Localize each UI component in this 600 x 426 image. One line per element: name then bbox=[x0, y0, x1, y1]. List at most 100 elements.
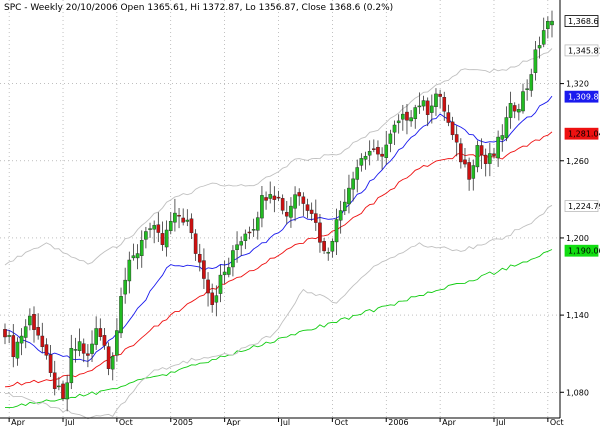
candle bbox=[334, 208, 339, 256]
candle-body bbox=[309, 209, 314, 214]
candle-body bbox=[106, 346, 111, 369]
candle-body bbox=[537, 45, 542, 49]
candle bbox=[28, 308, 32, 331]
candle bbox=[36, 313, 40, 340]
candle-body bbox=[284, 211, 289, 217]
candle-body bbox=[380, 153, 384, 157]
candle bbox=[94, 316, 98, 350]
candle-body bbox=[119, 296, 123, 334]
candle bbox=[313, 199, 318, 231]
candle-body bbox=[351, 178, 355, 190]
candle bbox=[280, 194, 285, 215]
candle bbox=[61, 381, 65, 402]
candle-body bbox=[442, 97, 447, 112]
candle bbox=[309, 202, 314, 221]
candle-body bbox=[276, 196, 281, 199]
candle-body bbox=[372, 148, 376, 150]
candle bbox=[508, 91, 513, 129]
candle-body bbox=[347, 187, 351, 205]
candle bbox=[289, 197, 293, 228]
candle-body bbox=[550, 20, 554, 26]
candle-body bbox=[413, 107, 418, 119]
candle bbox=[384, 130, 389, 165]
candle bbox=[454, 125, 459, 157]
price-tag: 1,368.6 bbox=[564, 15, 599, 27]
candle-body bbox=[52, 372, 57, 389]
price-tag-label: 1,190.06 bbox=[568, 247, 600, 256]
x-tick-label: Oct bbox=[334, 418, 348, 426]
candle-body bbox=[483, 154, 488, 164]
candle bbox=[164, 220, 169, 257]
candle-body bbox=[135, 253, 140, 259]
candle bbox=[401, 104, 405, 131]
candle bbox=[430, 94, 434, 124]
candle-body bbox=[110, 356, 115, 370]
candle bbox=[73, 337, 78, 363]
candle bbox=[48, 345, 53, 377]
candle bbox=[438, 89, 442, 109]
candle-body bbox=[488, 153, 492, 164]
candle-body bbox=[450, 121, 455, 136]
candle-body bbox=[496, 136, 500, 159]
candle-body bbox=[193, 233, 198, 254]
candle-body bbox=[343, 201, 347, 212]
candle-body bbox=[127, 259, 132, 282]
candle-body bbox=[239, 241, 244, 246]
candle-body bbox=[305, 204, 310, 211]
candle-body bbox=[168, 221, 173, 231]
candle-body bbox=[7, 335, 11, 337]
candle bbox=[293, 186, 297, 222]
price-tag: 1,281.04 bbox=[564, 127, 600, 140]
candle bbox=[218, 264, 223, 303]
candle-body bbox=[260, 195, 264, 219]
candle-body bbox=[152, 225, 156, 230]
candle-body bbox=[268, 194, 273, 199]
candle-body bbox=[243, 233, 248, 241]
candle-body bbox=[492, 153, 496, 156]
candle bbox=[450, 116, 455, 141]
x-tick-label: Apr bbox=[442, 418, 457, 426]
candle-body bbox=[102, 335, 107, 346]
candle bbox=[23, 319, 28, 349]
candle bbox=[32, 306, 36, 343]
candle bbox=[467, 157, 471, 191]
candle bbox=[496, 130, 500, 167]
candle bbox=[7, 330, 11, 344]
candle-body bbox=[425, 100, 430, 115]
candle bbox=[90, 330, 94, 363]
candle-body bbox=[529, 74, 534, 91]
candle-body bbox=[222, 271, 227, 276]
candle-body bbox=[61, 383, 65, 399]
y-tick-label: 1,200 bbox=[566, 234, 589, 243]
candle bbox=[44, 338, 49, 360]
candle bbox=[405, 104, 409, 135]
price-tag-label: 1,345.81 bbox=[568, 46, 600, 55]
candle-body bbox=[326, 252, 331, 254]
chart-title: SPC - Weekly 20/10/2006 Open 1365.61, Hi… bbox=[4, 3, 393, 13]
candle bbox=[193, 229, 198, 261]
candle-body bbox=[69, 348, 74, 384]
candle bbox=[388, 129, 393, 153]
price-tag-label: 1,224.79 bbox=[568, 202, 600, 211]
candle bbox=[367, 140, 372, 166]
candle-body bbox=[264, 197, 268, 201]
indicator-line bbox=[4, 95, 553, 362]
candle bbox=[251, 218, 256, 237]
indicator-lines bbox=[4, 48, 553, 420]
candle bbox=[144, 226, 148, 249]
price-tag-label: 1,309.84 bbox=[568, 93, 600, 102]
candle bbox=[541, 17, 546, 48]
candle-body bbox=[525, 88, 529, 90]
candle bbox=[189, 213, 194, 239]
x-tick-label: Oct bbox=[119, 418, 133, 426]
candle bbox=[533, 41, 538, 81]
candle bbox=[380, 147, 384, 170]
candle bbox=[127, 251, 132, 294]
candle-body bbox=[512, 105, 517, 112]
candle bbox=[40, 322, 45, 353]
candle bbox=[359, 153, 364, 172]
candle bbox=[57, 376, 61, 391]
candle-body bbox=[40, 335, 45, 347]
